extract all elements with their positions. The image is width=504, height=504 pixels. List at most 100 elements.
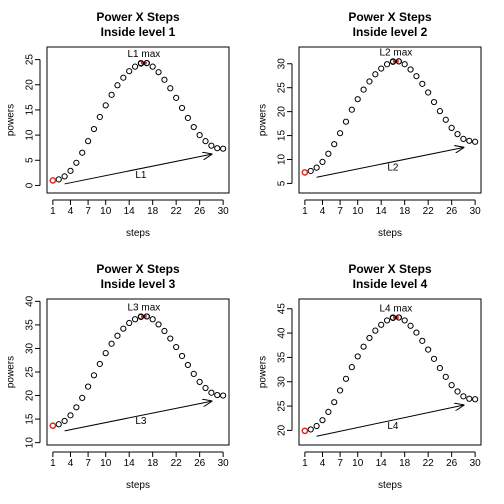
data-point — [331, 399, 338, 406]
y-tick-label: 25 — [277, 400, 288, 412]
data-point — [73, 159, 80, 166]
data-point — [419, 80, 426, 87]
data-point — [96, 113, 103, 121]
data-point — [84, 383, 92, 390]
data-point — [383, 61, 391, 68]
y-tick-label: 35 — [25, 319, 36, 331]
data-point — [366, 78, 373, 85]
max-point — [143, 60, 150, 67]
data-point — [354, 96, 361, 103]
data-point — [472, 138, 479, 145]
data-point — [336, 130, 344, 137]
data-point — [448, 124, 455, 131]
data-point — [460, 393, 467, 400]
data-point — [178, 352, 186, 360]
data-point — [401, 317, 408, 324]
x-tick-label: 1 — [302, 206, 308, 217]
data-point — [79, 149, 86, 156]
x-tick-label: 30 — [470, 458, 482, 469]
x-tick-label: 7 — [85, 206, 91, 217]
x-tick-label: 18 — [399, 458, 411, 469]
x-tick-label: 1 — [50, 206, 56, 217]
data-point — [61, 417, 68, 425]
max-label: L1 max — [127, 49, 160, 60]
x-tick-label: 4 — [320, 458, 326, 469]
x-tick-label: 26 — [194, 206, 206, 217]
data-point — [214, 391, 221, 399]
data-point — [220, 145, 227, 152]
data-point — [196, 132, 203, 139]
max-point — [395, 314, 402, 321]
max-point — [395, 58, 402, 65]
data-point — [190, 123, 197, 131]
x-tick-label: 4 — [68, 206, 74, 217]
data-point — [102, 102, 109, 109]
x-axis-label: steps — [126, 228, 150, 239]
data-point — [366, 334, 373, 342]
data-point — [378, 65, 385, 72]
data-point — [184, 114, 192, 122]
y-tick-label: 5 — [277, 180, 288, 186]
data-point — [307, 167, 314, 175]
min-highlight-point — [301, 427, 309, 435]
data-point — [425, 346, 432, 353]
data-point — [436, 365, 444, 372]
data-point — [161, 327, 168, 335]
chart-title: Power X Steps — [348, 262, 432, 276]
data-point — [190, 370, 197, 377]
x-tick-label: 10 — [352, 458, 364, 469]
data-point — [102, 350, 109, 357]
y-tick-label: 20 — [277, 106, 288, 118]
data-point — [407, 66, 414, 73]
data-point — [90, 125, 98, 133]
data-point — [167, 335, 174, 342]
x-tick-label: 26 — [446, 458, 458, 469]
y-tick-label: 25 — [25, 54, 36, 66]
chart-title: Power X Steps — [96, 262, 180, 276]
max-label: L4 max — [379, 303, 412, 314]
x-tick-label: 22 — [171, 206, 183, 217]
data-point — [114, 82, 121, 89]
y-tick-label: 15 — [25, 413, 36, 425]
data-point — [214, 145, 221, 152]
data-point — [466, 137, 473, 144]
x-tick-label: 1 — [302, 458, 308, 469]
max-label: L2 max — [379, 47, 412, 58]
data-point — [407, 322, 414, 329]
data-point — [90, 372, 98, 379]
x-tick-label: 18 — [399, 206, 411, 217]
chart-title: Power X Steps — [348, 10, 432, 24]
y-tick-label: 15 — [25, 104, 36, 116]
max-point — [137, 313, 145, 320]
arrow-label: L1 — [135, 170, 147, 181]
chart-subtitle: Inside level 2 — [353, 25, 428, 39]
max-point — [389, 314, 397, 321]
x-tick-label: 30 — [218, 458, 230, 469]
x-tick-label: 10 — [100, 458, 112, 469]
trend-arrow — [64, 154, 212, 185]
y-tick-label: 5 — [25, 157, 36, 163]
data-point — [126, 68, 133, 75]
data-point — [448, 382, 455, 389]
y-tick-label: 30 — [277, 58, 288, 70]
data-point — [342, 375, 350, 382]
x-tick-label: 10 — [352, 206, 364, 217]
x-tick-label: 22 — [423, 206, 435, 217]
data-point — [360, 86, 367, 93]
chart-subtitle: Inside level 3 — [101, 277, 176, 291]
y-tick-label: 20 — [25, 79, 36, 91]
data-point — [313, 422, 320, 430]
x-axis-label: steps — [378, 480, 402, 491]
chart-title: Power X Steps — [96, 10, 180, 24]
y-tick-label: 45 — [277, 303, 288, 315]
data-point — [149, 63, 156, 70]
data-point — [442, 116, 449, 123]
data-point — [348, 106, 355, 113]
data-point — [413, 329, 420, 336]
data-point — [454, 388, 461, 395]
data-point — [167, 85, 174, 92]
y-tick-label: 20 — [277, 424, 288, 436]
data-point — [425, 89, 432, 96]
data-point — [354, 353, 361, 360]
